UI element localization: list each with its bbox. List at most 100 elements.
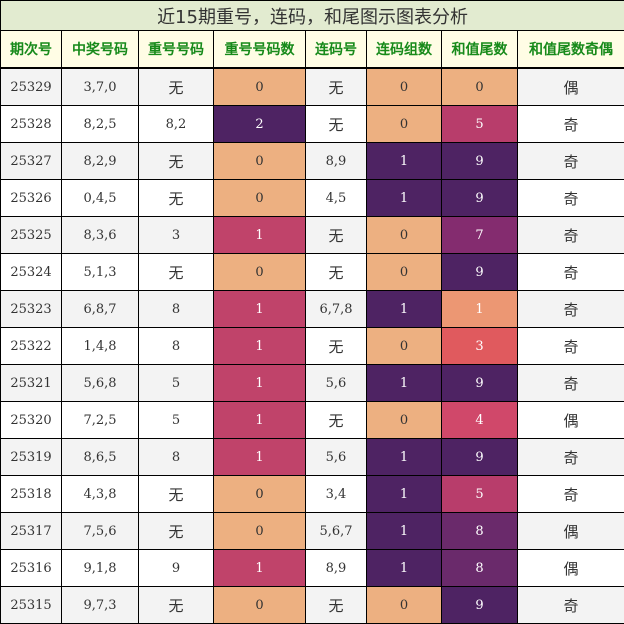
- sum-tail-cell: 9: [442, 254, 518, 291]
- repeat-count-cell: 0: [214, 476, 306, 513]
- consec-groups-cell: 0: [367, 254, 442, 291]
- sum-tail-cell: 9: [442, 439, 518, 476]
- header-repeat-count: 重号号码数: [214, 31, 306, 69]
- repeat-cell: 8,2: [139, 106, 214, 143]
- consec-cell: 无: [306, 106, 367, 143]
- issue-cell: 25326: [1, 180, 62, 217]
- consec-groups-cell: 0: [367, 217, 442, 254]
- sum-tail-cell: 1: [442, 291, 518, 328]
- parity-cell: 奇: [518, 365, 624, 402]
- sum-tail-cell: 8: [442, 513, 518, 550]
- issue-cell: 25316: [1, 550, 62, 587]
- issue-cell: 25318: [1, 476, 62, 513]
- consec-cell: 无: [306, 402, 367, 439]
- numbers-cell: 5,1,3: [62, 254, 139, 291]
- numbers-cell: 8,2,5: [62, 106, 139, 143]
- consec-cell: 无: [306, 68, 367, 106]
- sum-tail-cell: 8: [442, 550, 518, 587]
- consec-groups-cell: 1: [367, 365, 442, 402]
- issue-cell: 25327: [1, 143, 62, 180]
- consec-cell: 无: [306, 587, 367, 624]
- issue-cell: 25315: [1, 587, 62, 624]
- numbers-cell: 4,3,8: [62, 476, 139, 513]
- parity-cell: 奇: [518, 143, 624, 180]
- repeat-count-cell: 1: [214, 291, 306, 328]
- numbers-cell: 7,5,6: [62, 513, 139, 550]
- sum-tail-cell: 9: [442, 180, 518, 217]
- consec-cell: 无: [306, 328, 367, 365]
- consec-cell: 5,6: [306, 439, 367, 476]
- issue-cell: 25321: [1, 365, 62, 402]
- header-numbers: 中奖号码: [62, 31, 139, 69]
- sum-tail-cell: 3: [442, 328, 518, 365]
- repeat-cell: 5: [139, 365, 214, 402]
- numbers-cell: 1,4,8: [62, 328, 139, 365]
- repeat-cell: 无: [139, 587, 214, 624]
- header-consec-groups: 连码组数: [367, 31, 442, 69]
- numbers-cell: 7,2,5: [62, 402, 139, 439]
- issue-cell: 25325: [1, 217, 62, 254]
- parity-cell: 奇: [518, 180, 624, 217]
- repeat-cell: 无: [139, 68, 214, 106]
- issue-cell: 25329: [1, 68, 62, 106]
- repeat-count-cell: 1: [214, 328, 306, 365]
- parity-cell: 奇: [518, 291, 624, 328]
- repeat-cell: 无: [139, 143, 214, 180]
- consec-groups-cell: 1: [367, 476, 442, 513]
- consec-groups-cell: 0: [367, 328, 442, 365]
- consec-cell: 无: [306, 217, 367, 254]
- consec-cell: 8,9: [306, 550, 367, 587]
- repeat-cell: 5: [139, 402, 214, 439]
- repeat-cell: 无: [139, 180, 214, 217]
- consec-cell: 8,9: [306, 143, 367, 180]
- parity-cell: 奇: [518, 587, 624, 624]
- repeat-count-cell: 1: [214, 439, 306, 476]
- header-sum-tail: 和值尾数: [442, 31, 518, 69]
- consec-groups-cell: 1: [367, 143, 442, 180]
- consec-groups-cell: 1: [367, 513, 442, 550]
- issue-cell: 25323: [1, 291, 62, 328]
- numbers-cell: 8,2,9: [62, 143, 139, 180]
- consec-groups-cell: 1: [367, 291, 442, 328]
- parity-cell: 奇: [518, 217, 624, 254]
- repeat-count-cell: 0: [214, 254, 306, 291]
- repeat-count-cell: 2: [214, 106, 306, 143]
- numbers-cell: 3,7,0: [62, 68, 139, 106]
- repeat-count-cell: 1: [214, 550, 306, 587]
- sum-tail-cell: 0: [442, 68, 518, 106]
- consec-groups-cell: 0: [367, 106, 442, 143]
- repeat-cell: 3: [139, 217, 214, 254]
- numbers-cell: 9,7,3: [62, 587, 139, 624]
- numbers-cell: 9,1,8: [62, 550, 139, 587]
- issue-cell: 25319: [1, 439, 62, 476]
- consec-cell: 6,7,8: [306, 291, 367, 328]
- numbers-cell: 0,4,5: [62, 180, 139, 217]
- sum-tail-cell: 9: [442, 365, 518, 402]
- consec-groups-cell: 0: [367, 587, 442, 624]
- parity-cell: 偶: [518, 513, 624, 550]
- repeat-count-cell: 1: [214, 217, 306, 254]
- consec-cell: 5,6: [306, 365, 367, 402]
- parity-cell: 奇: [518, 254, 624, 291]
- repeat-count-cell: 0: [214, 68, 306, 106]
- numbers-cell: 8,3,6: [62, 217, 139, 254]
- repeat-cell: 无: [139, 513, 214, 550]
- repeat-cell: 无: [139, 476, 214, 513]
- issue-cell: 25320: [1, 402, 62, 439]
- parity-cell: 奇: [518, 439, 624, 476]
- issue-cell: 25324: [1, 254, 62, 291]
- parity-cell: 偶: [518, 68, 624, 106]
- consec-groups-cell: 0: [367, 68, 442, 106]
- repeat-cell: 8: [139, 328, 214, 365]
